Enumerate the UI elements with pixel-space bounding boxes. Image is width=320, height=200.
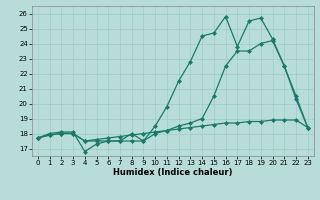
X-axis label: Humidex (Indice chaleur): Humidex (Indice chaleur) [113, 168, 233, 177]
